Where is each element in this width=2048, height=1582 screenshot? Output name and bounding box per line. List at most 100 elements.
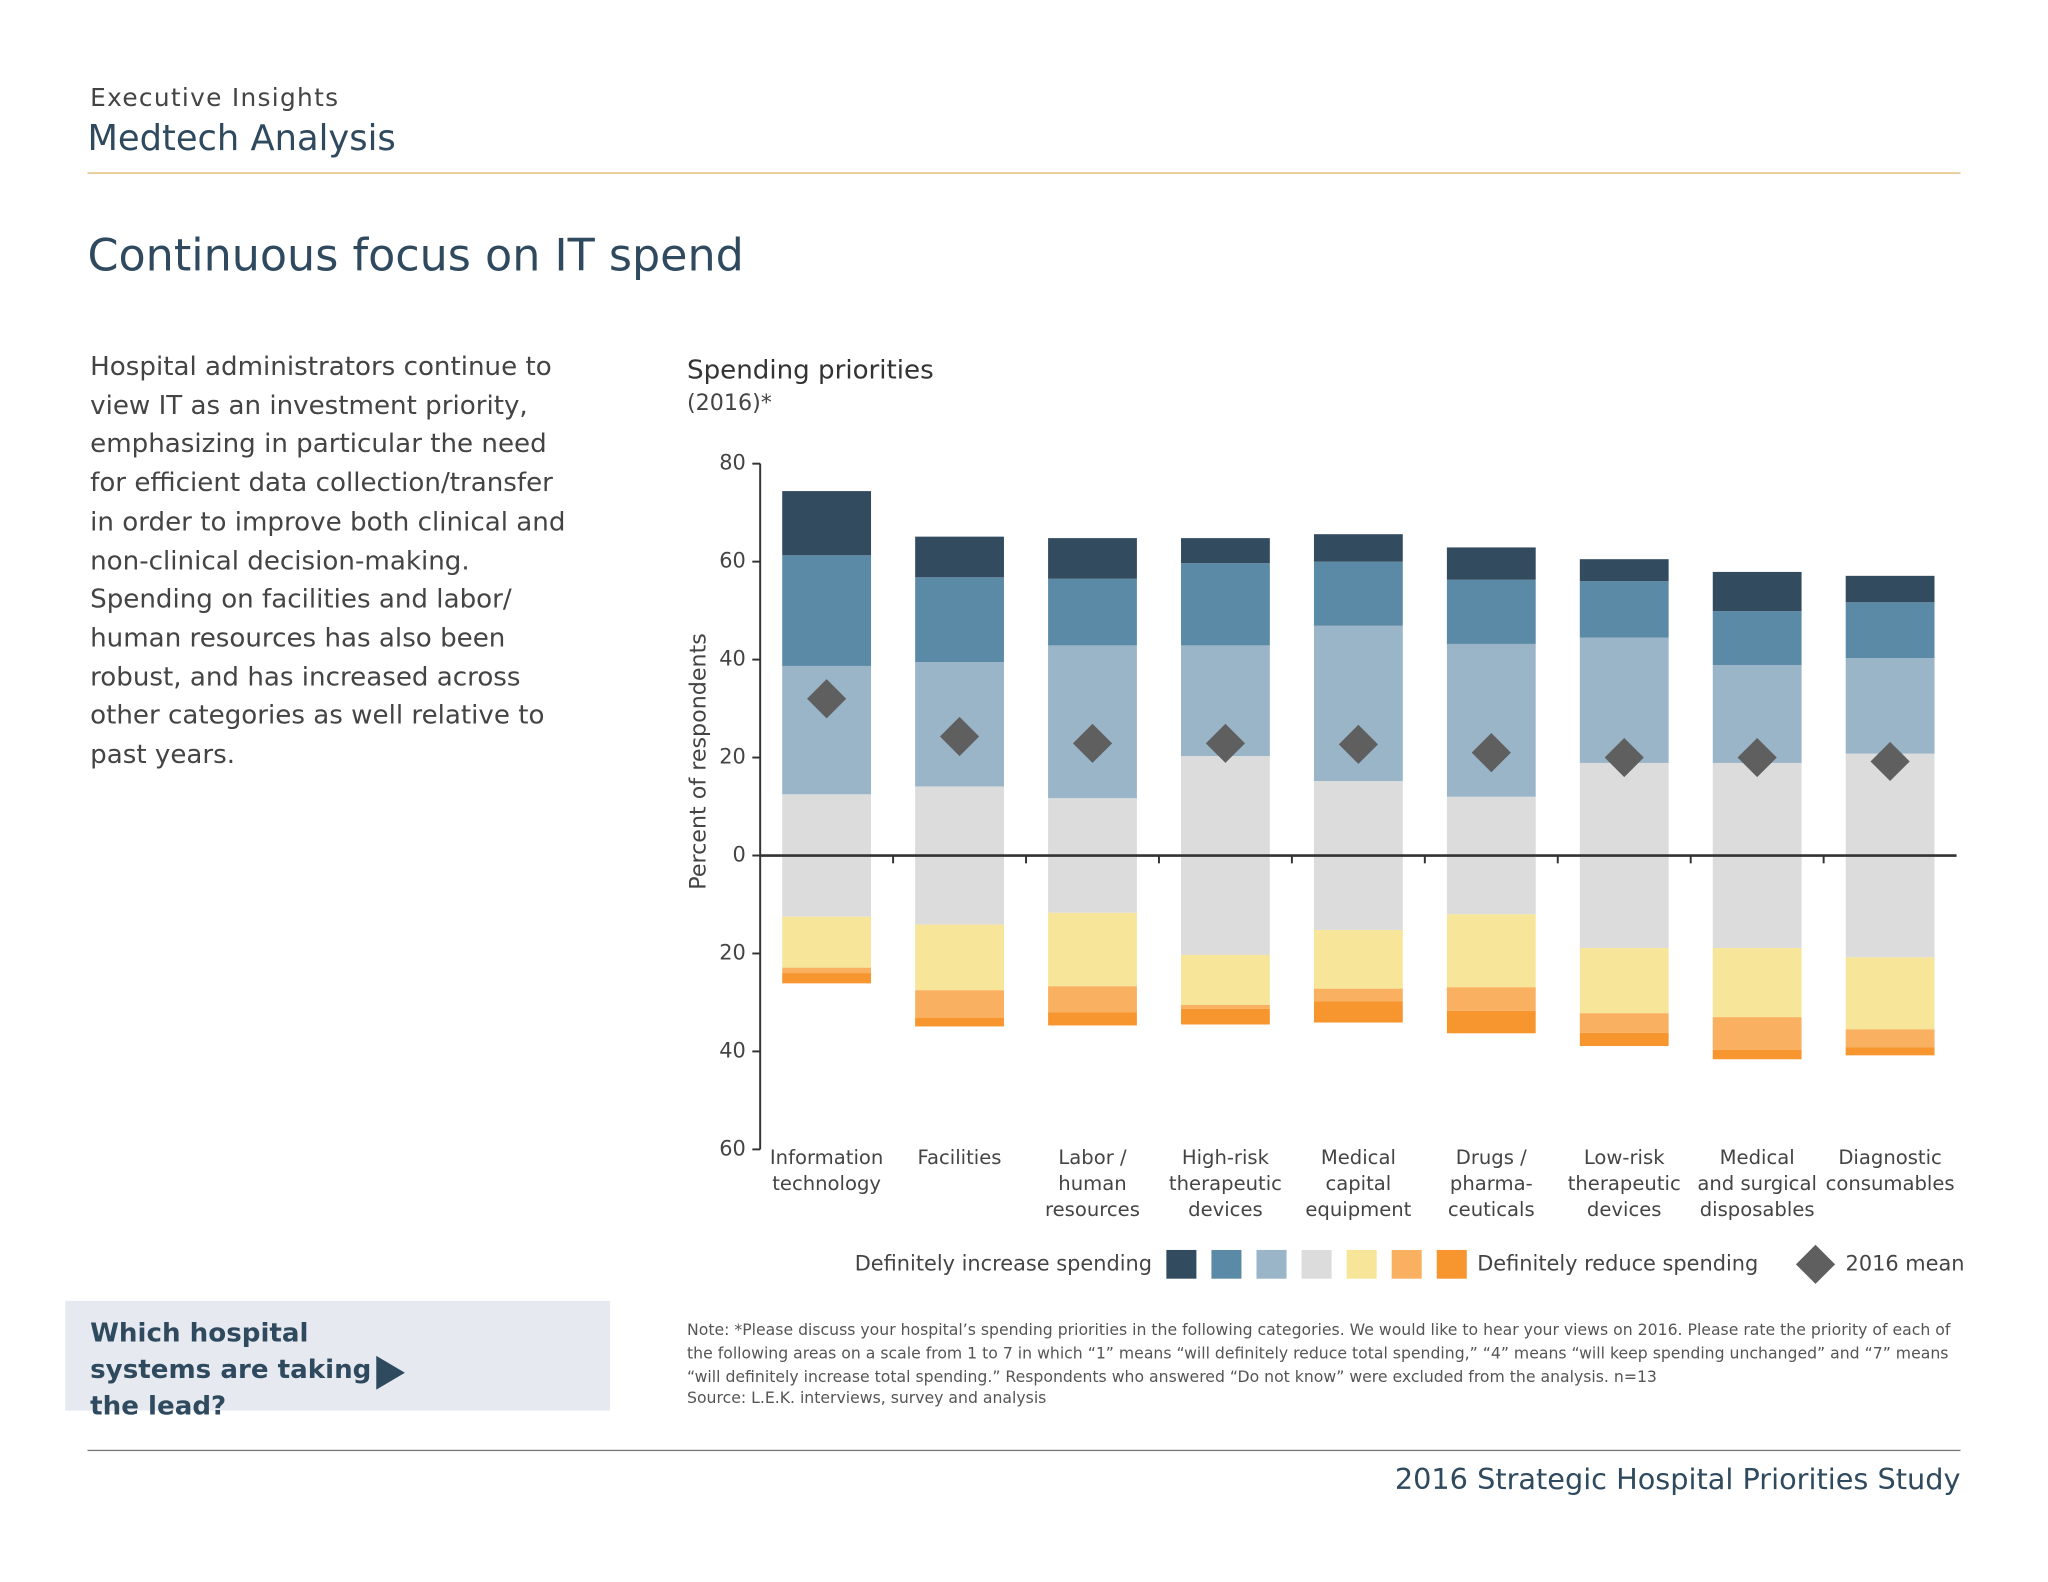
callout-box[interactable]: Which hospital systems are taking the le… (65, 1300, 610, 1421)
bar-segment (1446, 547, 1536, 580)
y-tick-label: 20 (719, 745, 746, 769)
callout-text[interactable]: Which hospital systems are taking the le… (90, 1316, 372, 1422)
bar-segment (782, 967, 872, 974)
bar-segment (915, 577, 1004, 663)
bar-segment (1712, 948, 1802, 1018)
legend-swatch (1211, 1249, 1242, 1279)
x-tick-label: Information technology (769, 1145, 884, 1196)
legend-swatch (1256, 1249, 1287, 1279)
section-title: Medtech Analysis (87, 118, 396, 160)
bar-segment (1446, 987, 1536, 1011)
legend-label: Definitely reduce spending (1477, 1251, 1758, 1275)
x-tick-label: Diagnostic consumables (1825, 1145, 1955, 1196)
y-tick-label: 40 (719, 1038, 746, 1062)
body-text: Hospital administrators continue to view… (90, 350, 566, 770)
x-tick-label: High-risk therapeutic devices (1168, 1145, 1282, 1222)
bar-segment (1313, 1001, 1403, 1023)
chart: Spending priorities (2016)* Percent of r… (685, 355, 1965, 1284)
bar-segment (782, 491, 872, 556)
x-tick-label: Low-risk therapeutic devices (1567, 1145, 1681, 1222)
y-tick-label: 40 (719, 647, 746, 671)
x-tick-label: Medical and surgical disposables (1697, 1145, 1817, 1222)
mean-marker (1072, 723, 1113, 763)
bar-segment (1313, 534, 1403, 562)
mean-marker (807, 679, 847, 719)
bar-segment (915, 990, 1004, 1018)
bar-segment (1048, 1012, 1137, 1026)
bar-segment (1845, 658, 1935, 754)
bar-segment (915, 536, 1004, 578)
x-tick-label: Facilities (917, 1145, 1002, 1169)
x-tick-label: Labor / human resources (1044, 1145, 1140, 1222)
y-axis-label: Percent of respondents (685, 633, 711, 890)
legend-swatch (1166, 1249, 1197, 1279)
bar-segment (1048, 912, 1137, 987)
bar-segment (1313, 561, 1403, 626)
bar-segment (1845, 1029, 1935, 1048)
mean-marker (1604, 737, 1644, 778)
legend-label: 2016 mean (1846, 1251, 1965, 1275)
bar-segment (1579, 559, 1669, 582)
footer-divider (87, 1449, 1961, 1452)
x-tick-label: Drugs / pharma- ceuticals (1447, 1145, 1535, 1222)
bar-segment (1181, 954, 1270, 1005)
callout-arrow (376, 1355, 405, 1390)
bar-segment (1048, 538, 1137, 579)
bar-segment (915, 1017, 1004, 1027)
kicker: Executive Insights (90, 83, 340, 113)
bar-segment (1579, 581, 1669, 638)
bar-segment (1712, 1049, 1802, 1060)
source: Source: L.E.K. interviews, survey and an… (687, 1388, 1047, 1407)
mean-marker (1737, 737, 1777, 778)
bar-segment (1845, 575, 1935, 603)
bar-segment (1446, 643, 1536, 797)
bar-segment (1313, 988, 1403, 1002)
legend-swatch (1436, 1249, 1467, 1279)
bar-segment (1446, 914, 1536, 988)
legend-swatch (1301, 1249, 1332, 1279)
bar-segment (1845, 1047, 1935, 1056)
legend-swatch (1391, 1249, 1422, 1279)
y-tick-label: 60 (719, 549, 746, 573)
bar-segment (782, 973, 872, 984)
bar-segment (1181, 1008, 1270, 1025)
y-tick-label: 60 (719, 1136, 746, 1160)
bar-segment (1712, 611, 1802, 665)
bar-segment (1313, 929, 1403, 989)
bar-segment (1446, 1010, 1536, 1034)
divider (87, 172, 1961, 174)
bar-segment (1579, 948, 1669, 1014)
bar-segment (1845, 602, 1935, 659)
bar-segment (1048, 986, 1137, 1013)
bar-segment (782, 916, 872, 968)
chart-subtitle: (2016)* (687, 390, 772, 416)
bar-segment (1712, 1017, 1802, 1050)
y-tick-label: 0 (732, 843, 745, 867)
note: Note: *Please discuss your hospital’s sp… (687, 1320, 1951, 1386)
mean-marker (1338, 724, 1378, 764)
bar-segment (1579, 1032, 1669, 1047)
bar-segment (1181, 538, 1270, 564)
bar-segment (1181, 1004, 1270, 1009)
footer: 2016 Strategic Hospital Priorities Study (1394, 1464, 1961, 1497)
bar-segment (1048, 578, 1137, 646)
mean-marker (1205, 723, 1246, 763)
bar-segment (782, 555, 872, 666)
mean-marker (1471, 733, 1511, 773)
heading: Continuous focus on IT spend (87, 229, 744, 283)
bar-segment (915, 924, 1004, 991)
x-tick-label: Medical capital equipment (1305, 1145, 1412, 1222)
bar-segment (1048, 645, 1137, 799)
y-tick-label: 80 (719, 451, 746, 475)
bar-segment (1446, 579, 1536, 644)
bar-segment (1712, 571, 1802, 612)
legend-marker (1795, 1244, 1836, 1284)
bar-segment (1579, 1013, 1669, 1033)
bar-segment (1845, 957, 1935, 1030)
legend-swatch (1346, 1249, 1377, 1279)
legend-label: Definitely increase spending (855, 1251, 1152, 1275)
chart-title: Spending priorities (687, 355, 934, 385)
y-tick-label: 20 (719, 940, 746, 964)
bar-segment (1181, 563, 1270, 646)
